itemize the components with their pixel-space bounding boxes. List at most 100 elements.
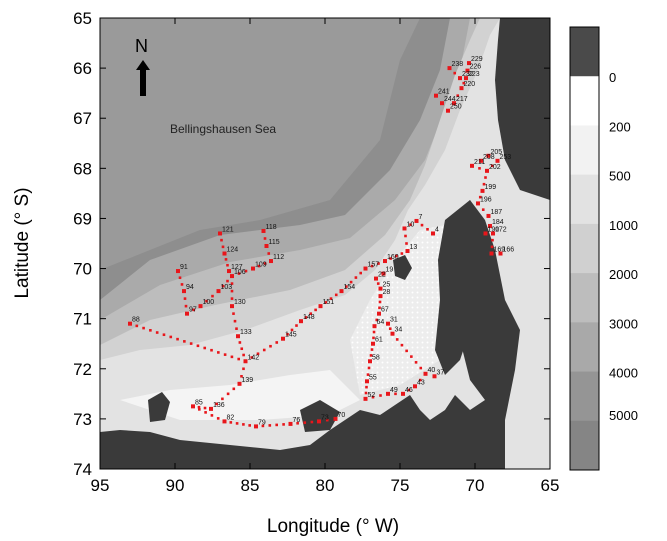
station-marker: [363, 396, 368, 401]
track-dot: [233, 319, 237, 323]
track-dot: [275, 341, 279, 344]
station-label: 43: [417, 379, 425, 386]
station-label: 61: [375, 337, 383, 344]
station-label: 25: [383, 282, 391, 289]
track-dot: [345, 285, 348, 288]
depth-colorbar: 0 200 500 1000 2000 3000 4000 5000: [569, 26, 638, 471]
station-label: 223: [468, 71, 480, 78]
track-dot: [155, 331, 159, 334]
station-marker: [386, 391, 390, 396]
station-label: 106: [234, 269, 246, 276]
track-dot: [235, 327, 238, 330]
station-label: 145: [285, 332, 297, 339]
track-dot: [286, 333, 289, 336]
track-dot: [135, 324, 139, 328]
station-label: 82: [227, 414, 235, 421]
track-dot: [420, 223, 424, 227]
track-dot: [405, 349, 408, 353]
station-label: 79: [258, 419, 266, 426]
station-label: 100: [203, 299, 215, 306]
station-marker: [470, 163, 474, 168]
y-axis-title: Latitude (° S): [12, 187, 33, 298]
track-dot: [371, 395, 375, 399]
track-dot: [268, 424, 272, 427]
colorbar-label: 3000: [609, 316, 638, 331]
track-dot: [304, 316, 308, 319]
track-dot: [389, 257, 392, 260]
track-dot: [221, 284, 225, 288]
track-dot: [334, 293, 338, 297]
station-label: 208: [483, 154, 495, 161]
station-label: 91: [180, 264, 188, 271]
track-dot: [178, 276, 182, 280]
y-tick-label: 73: [73, 410, 92, 429]
station-marker: [377, 311, 381, 316]
track-dot: [490, 164, 494, 168]
station-label: 226: [470, 64, 482, 71]
station-marker: [191, 404, 195, 409]
station-marker: [488, 223, 492, 228]
station-label: 31: [390, 317, 398, 324]
y-tick-label: 70: [73, 260, 92, 279]
peninsula-coast-north: [495, 18, 550, 200]
station-marker: [447, 66, 452, 71]
y-tick-label: 72: [73, 360, 92, 379]
station-marker: [339, 289, 344, 294]
north-arrow: N: [135, 36, 150, 96]
station-label: 151: [323, 299, 335, 306]
track-dot: [192, 308, 196, 312]
station-marker: [254, 424, 258, 429]
station-label: 28: [383, 289, 391, 296]
alexander-island-land: [435, 200, 480, 375]
track-dot: [210, 414, 214, 417]
track-dot: [388, 327, 392, 330]
track-dot: [491, 238, 494, 242]
track-dot: [224, 258, 228, 261]
track-dot: [235, 422, 239, 425]
track-dot: [242, 353, 245, 357]
station-marker: [440, 101, 444, 106]
x-tick-label: 90: [166, 476, 185, 495]
station-marker: [414, 218, 419, 223]
station-label: 40: [428, 367, 436, 374]
track-dot: [184, 304, 188, 308]
track-dot: [282, 423, 285, 426]
track-dot: [478, 195, 482, 199]
x-tick-label: 80: [316, 476, 335, 495]
track-dot: [203, 406, 207, 410]
track-dot: [198, 408, 201, 411]
track-dot: [325, 418, 329, 422]
track-dot: [404, 234, 407, 238]
track-dot: [456, 94, 460, 97]
track-dot: [230, 355, 234, 359]
track-dot: [237, 357, 241, 361]
station-marker: [227, 269, 231, 274]
station-marker: [222, 419, 227, 424]
station-marker: [402, 226, 407, 231]
station-label: 94: [186, 284, 194, 291]
station-marker: [230, 274, 234, 279]
station-marker: [486, 213, 491, 218]
station-marker: [264, 244, 269, 249]
thurston-island-land: [148, 392, 170, 422]
station-marker: [299, 319, 303, 324]
track-dot: [409, 223, 412, 227]
station-marker: [218, 231, 222, 236]
track-dot: [296, 421, 299, 425]
colorbar-band: [570, 125, 599, 176]
track-dot: [232, 312, 235, 315]
station-label: 13: [410, 244, 418, 251]
station-label: 112: [273, 254, 284, 261]
track-dot: [290, 328, 294, 332]
track-dot: [275, 423, 278, 427]
station-marker: [446, 108, 450, 113]
track-dot: [295, 324, 298, 327]
station-label: 88: [132, 317, 140, 324]
colorbar-band: [570, 223, 599, 274]
y-tick-label: 74: [73, 460, 92, 479]
y-tick-label: 66: [73, 59, 92, 78]
colorbar-label: 1000: [609, 218, 638, 233]
colorbar-band: [570, 420, 599, 471]
station-marker: [288, 421, 293, 426]
